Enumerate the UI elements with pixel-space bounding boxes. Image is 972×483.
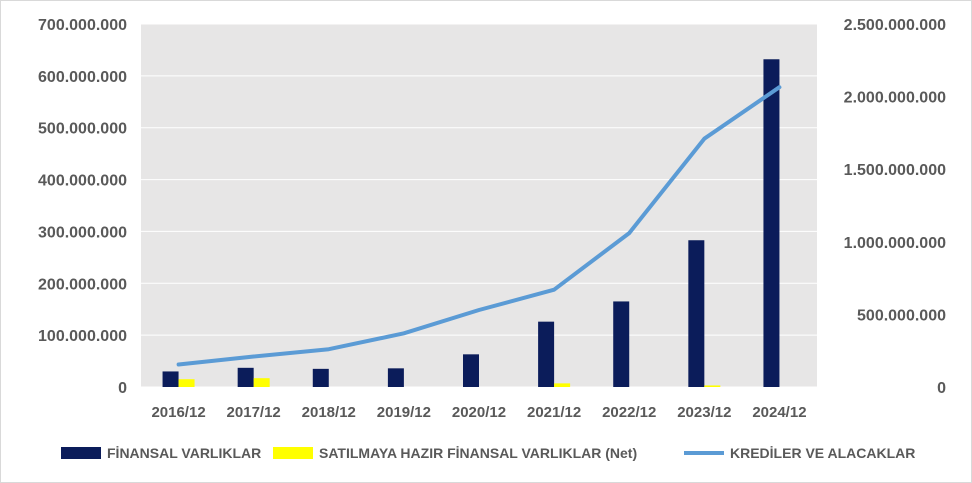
left-axis-tick-label: 400.000.000 — [38, 173, 127, 190]
legend-item-financial-assets: FİNANSAL VARLIKLAR — [61, 443, 261, 463]
left-axis-tick-label: 700.000.000 — [38, 17, 127, 34]
bar — [237, 367, 254, 387]
combo-chart: 0 100.000.000 200.000.000 300.000.000 400.00… — [38, 17, 946, 421]
right-axis-tick-label: 0 — [937, 380, 946, 397]
right-axis-tick-label: 500.000.000 — [857, 307, 946, 324]
right-axis-tick-label: 2.000.000.000 — [844, 90, 946, 107]
x-axis-tick-label: 2022/12 — [602, 404, 656, 421]
legend-label-available-for-sale: SATILMAYA HAZIR FİNANSAL VARLIKLAR (Net) — [319, 445, 638, 461]
bar — [162, 371, 179, 387]
legend-swatch-financial-assets — [61, 447, 101, 459]
left-axis-tick-label: 300.000.000 — [38, 224, 127, 241]
bar-series — [162, 59, 780, 388]
x-axis-tick-label: 2020/12 — [452, 404, 506, 421]
gridlines — [141, 23, 817, 388]
left-axis-tick-label: 100.000.000 — [38, 328, 127, 345]
x-axis-tick-label: 2017/12 — [227, 404, 281, 421]
x-axis-tick-label: 2023/12 — [677, 404, 731, 421]
line-series — [176, 85, 782, 367]
bar — [763, 59, 780, 388]
left-axis-tick-label: 600.000.000 — [38, 69, 127, 86]
legend-swatch-loans-receivables — [684, 451, 724, 455]
bar — [704, 385, 721, 387]
right-axis-tick-label: 2.500.000.000 — [844, 17, 946, 34]
bar — [463, 354, 479, 387]
left-axis-tick-label: 0 — [118, 380, 127, 397]
bar — [688, 240, 705, 387]
legend-item-loans-receivables: KREDİLER VE ALACAKLAR — [684, 443, 915, 463]
x-axis-ticks: 2016/12 2017/12 2018/12 2019/12 2020/12 2021/… — [151, 404, 806, 421]
left-axis-tick-label: 200.000.000 — [38, 276, 127, 293]
x-axis-tick-label: 2019/12 — [377, 404, 431, 421]
x-axis-tick-label: 2024/12 — [752, 404, 806, 421]
series-line — [176, 85, 782, 367]
right-axis-tick-label: 1.000.000.000 — [844, 235, 946, 252]
legend-item-available-for-sale: SATILMAYA HAZIR FİNANSAL VARLIKLAR (Net) — [273, 443, 637, 463]
legend-label-financial-assets: FİNANSAL VARLIKLAR — [107, 445, 262, 461]
bar — [538, 321, 555, 387]
legend-label-loans-receivables: KREDİLER VE ALACAKLAR — [730, 445, 916, 461]
bar — [554, 383, 571, 387]
plot-area — [141, 24, 817, 387]
bar — [387, 368, 404, 387]
bar — [178, 379, 195, 387]
x-axis-tick-label: 2016/12 — [151, 404, 205, 421]
right-axis-ticks: 0 500.000.000 1.000.000.000 1.500.000.000 2.… — [844, 17, 946, 397]
bar — [613, 301, 630, 387]
left-axis-tick-label: 500.000.000 — [38, 121, 127, 138]
x-axis-tick-label: 2021/12 — [527, 404, 581, 421]
bar — [253, 378, 270, 387]
bar — [312, 368, 329, 387]
legend-swatch-available-for-sale — [273, 447, 313, 459]
left-axis-ticks: 0 100.000.000 200.000.000 300.000.000 400.00… — [38, 17, 127, 397]
right-axis-tick-label: 1.500.000.000 — [844, 162, 946, 179]
x-axis-tick-label: 2018/12 — [302, 404, 356, 421]
legend: FİNANSAL VARLIKLAR SATILMAYA HAZIR FİNAN… — [1, 443, 972, 463]
